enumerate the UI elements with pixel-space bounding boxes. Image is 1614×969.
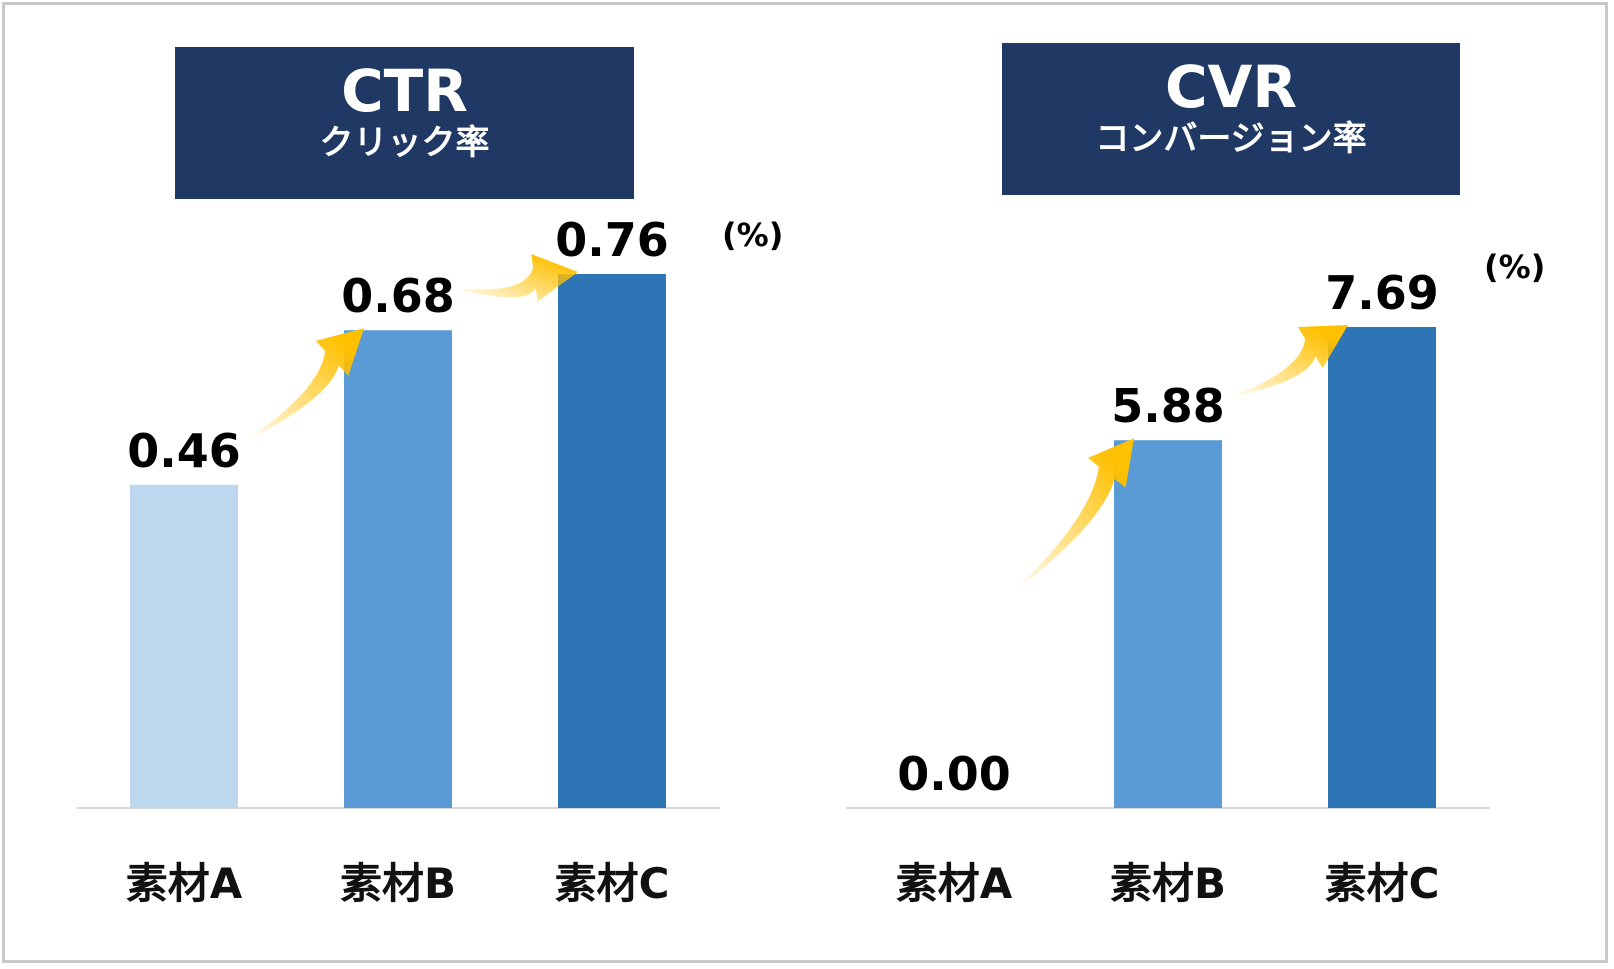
ctr-category-label-1: 素材A: [126, 859, 243, 908]
cvr-bar-3: [1328, 327, 1436, 808]
ctr-title-box: CTR クリック率: [175, 47, 634, 199]
cvr-value-label-3: 7.69: [1325, 266, 1439, 320]
cvr-increase-arrow-2: [1226, 325, 1348, 399]
ctr-bar-3: [558, 274, 666, 808]
cvr-category-label-2: 素材B: [1110, 859, 1226, 908]
ctr-subtitle: クリック率: [319, 123, 490, 163]
cvr-value-label-2: 5.88: [1111, 379, 1225, 433]
ctr-unit-label: (%): [722, 216, 783, 254]
ctr-bar-2: [344, 330, 452, 808]
cvr-category-label-3: 素材C: [1325, 859, 1440, 908]
ctr-category-label-3: 素材C: [555, 859, 670, 908]
cvr-unit-label: (%): [1484, 248, 1545, 286]
cvr-title: CVR: [1164, 53, 1298, 121]
ctr-value-label-2: 0.68: [341, 269, 455, 323]
ctr-increase-arrow-2: [456, 254, 578, 302]
ctr-value-label-1: 0.46: [127, 424, 241, 478]
ctr-category-label-2: 素材B: [340, 859, 456, 908]
ctr-title: CTR: [341, 57, 468, 125]
cvr-bar-2: [1114, 440, 1222, 808]
ctr-value-label-3: 0.76: [555, 213, 669, 267]
cvr-increase-arrow-1: [1012, 438, 1134, 593]
ctr-increase-arrow-1: [242, 328, 364, 443]
cvr-title-box: CVR コンバージョン率: [1002, 43, 1460, 195]
ctr-bar-1: [130, 484, 238, 808]
cvr-value-label-1: 0.00: [897, 747, 1011, 801]
cvr-subtitle: コンバージョン率: [1095, 119, 1367, 159]
cvr-category-label-1: 素材A: [896, 859, 1013, 908]
